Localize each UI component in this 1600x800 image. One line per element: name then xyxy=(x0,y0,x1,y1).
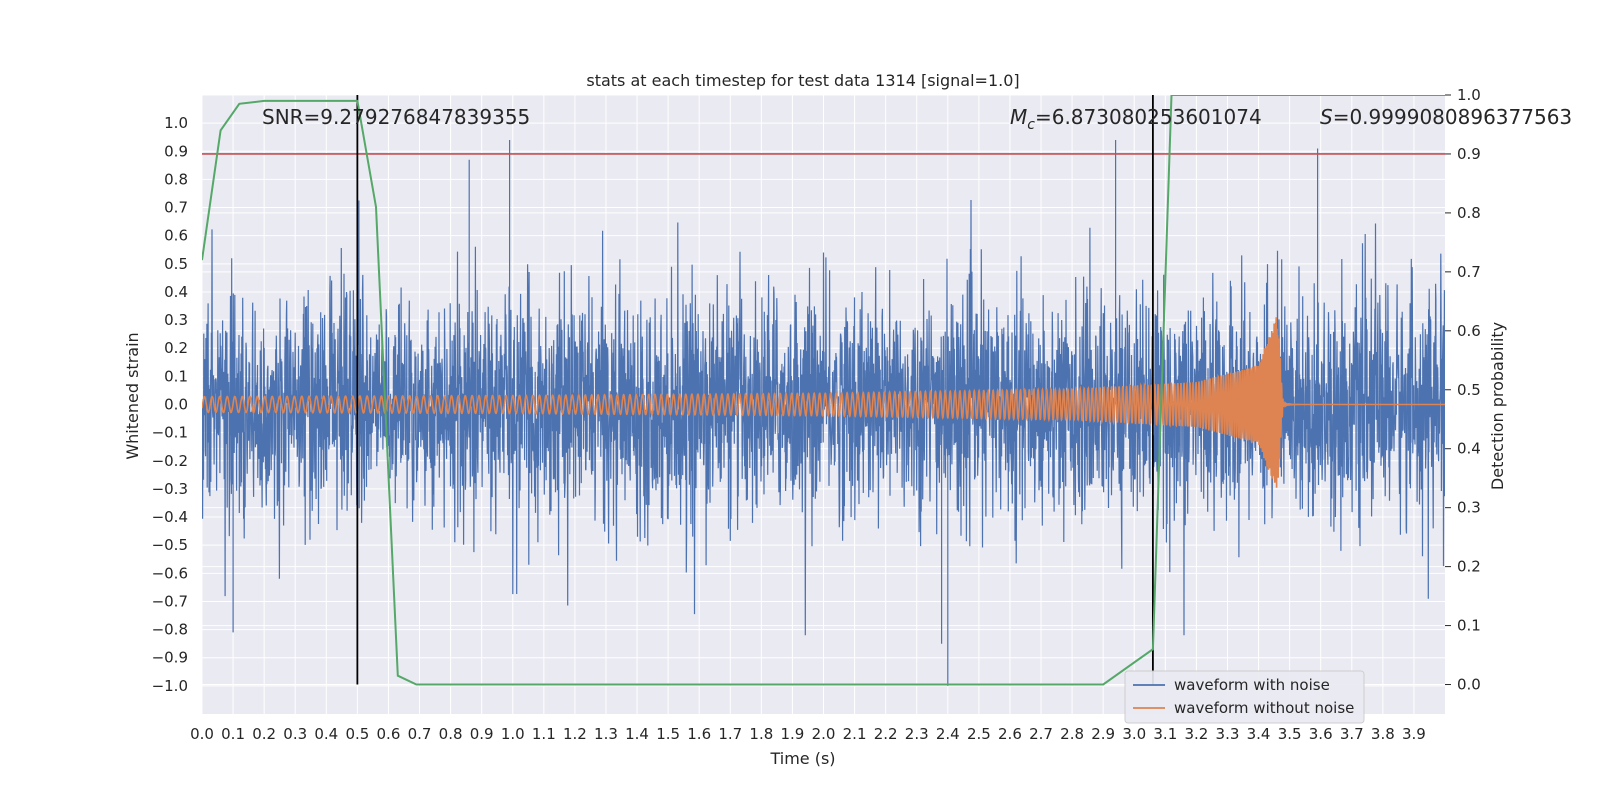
snr-annotation: SNR=9.279276847839355 xyxy=(262,105,530,129)
x-tick-2.0: 2.0 xyxy=(812,725,836,743)
chirp-mass-annotation: Mc=6.873080253601074 xyxy=(1010,105,1262,133)
x-axis-label: Time (s) xyxy=(769,749,835,768)
x-tick-2.6: 2.6 xyxy=(998,725,1022,743)
x-tick-3.7: 3.7 xyxy=(1340,725,1364,743)
y-axis-right-label: Detection probability xyxy=(1488,322,1507,490)
x-tick-1.6: 1.6 xyxy=(687,725,711,743)
y-right-tick-0.4: 0.4 xyxy=(1457,440,1481,458)
x-tick-0.9: 0.9 xyxy=(470,725,494,743)
x-tick-3.0: 3.0 xyxy=(1122,725,1146,743)
legend-label-clean: waveform without noise xyxy=(1174,699,1354,717)
y-right-tick-0.9: 0.9 xyxy=(1457,145,1481,163)
x-tick-0.1: 0.1 xyxy=(221,725,245,743)
y-right-tick-0.3: 0.3 xyxy=(1457,499,1481,517)
y-right-tick-0.8: 0.8 xyxy=(1457,204,1481,222)
y-tick--0.8: −0.8 xyxy=(152,621,188,639)
y-right-tick-0.0: 0.0 xyxy=(1457,676,1481,694)
legend: waveform with noise waveform without noi… xyxy=(1124,670,1365,724)
y-tick-0.7: 0.7 xyxy=(164,199,188,217)
x-tick-0.4: 0.4 xyxy=(314,725,338,743)
y-tick--0.6: −0.6 xyxy=(152,564,188,582)
x-tick-2.8: 2.8 xyxy=(1060,725,1084,743)
y-tick--0.9: −0.9 xyxy=(152,649,188,667)
y-tick--1.0: −1.0 xyxy=(152,677,188,695)
y-tick--0.7: −0.7 xyxy=(152,592,188,610)
x-tick-0.3: 0.3 xyxy=(283,725,307,743)
x-tick-1.2: 1.2 xyxy=(563,725,587,743)
y-tick-0.4: 0.4 xyxy=(164,283,188,301)
event-vertical-lines xyxy=(356,95,1154,685)
y-tick--0.1: −0.1 xyxy=(152,424,188,442)
x-tick-3.8: 3.8 xyxy=(1371,725,1395,743)
chirp-mass-value: =6.873080253601074 xyxy=(1035,105,1262,129)
x-tick-3.5: 3.5 xyxy=(1278,725,1302,743)
noise-waveform-path xyxy=(202,140,1445,686)
y-tick-0.5: 0.5 xyxy=(164,255,188,273)
y-tick-0.0: 0.0 xyxy=(164,396,188,414)
series-waveform-with-noise xyxy=(202,140,1445,686)
y-right-tick-0.2: 0.2 xyxy=(1457,558,1481,576)
x-tick-2.2: 2.2 xyxy=(874,725,898,743)
y-tick-1.0: 1.0 xyxy=(164,114,188,132)
x-tick-1.8: 1.8 xyxy=(749,725,773,743)
y-right-tick-0.7: 0.7 xyxy=(1457,263,1481,281)
x-axis-ticks: 0.0 0.1 0.2 0.3 0.4 0.5 0.6 0.7 0.8 0.9 1.0 1.1 1.2 1… xyxy=(190,725,1426,743)
x-tick-2.3: 2.3 xyxy=(905,725,929,743)
x-tick-1.9: 1.9 xyxy=(780,725,804,743)
x-tick-1.4: 1.4 xyxy=(625,725,649,743)
x-tick-0.8: 0.8 xyxy=(439,725,463,743)
x-tick-3.2: 3.2 xyxy=(1184,725,1208,743)
x-tick-2.1: 2.1 xyxy=(843,725,867,743)
y-tick--0.4: −0.4 xyxy=(152,508,188,526)
score-value: =0.9999080896377563 xyxy=(1333,105,1572,129)
y-tick-0.2: 0.2 xyxy=(164,339,188,357)
score-annotation: S=0.9999080896377563 xyxy=(1320,105,1572,129)
x-tick-3.4: 3.4 xyxy=(1247,725,1271,743)
detection-probability-path xyxy=(202,95,1445,686)
x-tick-0.0: 0.0 xyxy=(190,725,214,743)
x-tick-2.5: 2.5 xyxy=(967,725,991,743)
y-tick-0.6: 0.6 xyxy=(164,227,188,245)
x-tick-3.6: 3.6 xyxy=(1309,725,1333,743)
y-right-tick-1.0: 1.0 xyxy=(1457,86,1481,104)
x-tick-3.3: 3.3 xyxy=(1216,725,1240,743)
x-tick-2.4: 2.4 xyxy=(936,725,960,743)
x-tick-0.6: 0.6 xyxy=(377,725,401,743)
x-tick-0.7: 0.7 xyxy=(408,725,432,743)
y-tick-0.1: 0.1 xyxy=(164,367,188,385)
clean-waveform-path xyxy=(202,317,1445,488)
x-tick-1.7: 1.7 xyxy=(718,725,742,743)
x-tick-1.3: 1.3 xyxy=(594,725,618,743)
y-tick--0.2: −0.2 xyxy=(152,452,188,470)
legend-box xyxy=(1124,670,1365,724)
y-tick-0.3: 0.3 xyxy=(164,311,188,329)
y-right-tick-0.1: 0.1 xyxy=(1457,617,1481,635)
x-tick-1.5: 1.5 xyxy=(656,725,680,743)
x-tick-0.5: 0.5 xyxy=(345,725,369,743)
x-tick-2.9: 2.9 xyxy=(1091,725,1115,743)
y-tick-0.9: 0.9 xyxy=(164,142,188,160)
y-tick--0.3: −0.3 xyxy=(152,480,188,498)
chirp-mass-subscript: c xyxy=(1027,117,1035,133)
x-tick-3.1: 3.1 xyxy=(1153,725,1177,743)
chirp-mass-symbol: M xyxy=(1010,105,1027,129)
score-symbol: S xyxy=(1320,105,1333,129)
y-tick--0.5: −0.5 xyxy=(152,536,188,554)
y-axis-label: Whitened strain xyxy=(123,332,142,459)
x-tick-3.9: 3.9 xyxy=(1402,725,1426,743)
y-tick-0.8: 0.8 xyxy=(164,170,188,188)
series-waveform-without-noise xyxy=(202,317,1445,488)
x-tick-1.1: 1.1 xyxy=(532,725,556,743)
x-tick-2.7: 2.7 xyxy=(1029,725,1053,743)
chart-title: stats at each timestep for test data 131… xyxy=(586,71,1019,90)
series-detection-probability xyxy=(202,95,1445,686)
legend-label-noise: waveform with noise xyxy=(1174,676,1330,694)
y-axis-ticks: 1.0 0.9 0.8 0.7 0.6 0.5 0.4 0.3 0.2 0.1 0.0 −0.1 −0.… xyxy=(152,114,188,695)
y-axis-right-ticks: 1.0 0.9 0.8 0.7 0.6 0.5 0.4 0.3 0.2 0.1 0.0 xyxy=(1445,86,1481,694)
y-right-tick-0.5: 0.5 xyxy=(1457,381,1481,399)
x-tick-0.2: 0.2 xyxy=(252,725,276,743)
y-right-tick-0.6: 0.6 xyxy=(1457,322,1481,340)
x-tick-1.0: 1.0 xyxy=(501,725,525,743)
